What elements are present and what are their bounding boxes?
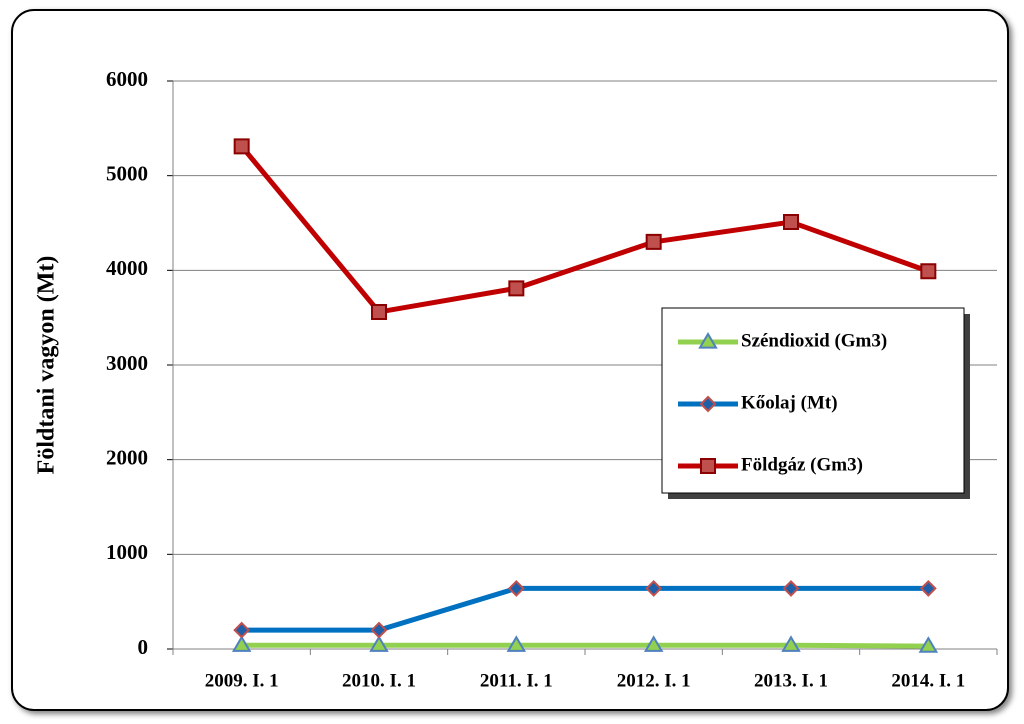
legend-marker <box>700 458 716 474</box>
data-point <box>231 635 252 652</box>
y-tick-label: 3000 <box>106 351 148 375</box>
series-line <box>241 585 929 633</box>
series-line <box>239 144 930 315</box>
y-tick-label: 5000 <box>106 161 148 185</box>
data-point <box>233 138 250 155</box>
series-line <box>241 642 929 649</box>
y-tick-label: 2000 <box>106 445 148 469</box>
y-tick-label: 0 <box>138 635 149 659</box>
legend-label: Széndioxid (Gm3) <box>741 330 887 351</box>
y-tick-label: 1000 <box>106 540 148 564</box>
data-point <box>920 263 937 280</box>
x-tick-label: 2012. I. 1 <box>617 670 691 691</box>
data-point <box>783 214 799 231</box>
data-point <box>370 621 388 639</box>
data-point <box>645 579 663 597</box>
data-point <box>233 621 251 639</box>
legend-label: Földgáz (Gm3) <box>741 454 863 475</box>
y-tick-label: 4000 <box>106 256 148 280</box>
data-point <box>369 635 389 652</box>
data-point <box>919 579 937 597</box>
data-point <box>918 636 939 653</box>
data-point <box>645 233 662 250</box>
data-point <box>643 635 664 652</box>
y-tick-label: 6000 <box>106 67 148 91</box>
legend-marker <box>699 395 717 413</box>
y-axis-title: Földtani vagyon (Mt) <box>34 256 60 475</box>
x-tick-label: 2009. I. 1 <box>205 670 279 691</box>
data-point <box>506 635 527 652</box>
x-tick-label: 2013. I. 1 <box>754 670 828 691</box>
legend-marker <box>698 332 718 349</box>
x-tick-label: 2010. I. 1 <box>342 670 416 691</box>
data-point <box>371 303 387 320</box>
x-tick-label: 2011. I. 1 <box>480 670 553 691</box>
data-point <box>507 579 525 597</box>
data-point <box>782 579 800 597</box>
chart-frame <box>11 9 1009 711</box>
x-tick-label: 2014. I. 1 <box>891 670 965 691</box>
data-point <box>781 635 801 652</box>
legend-label: Kőolaj (Mt) <box>741 392 838 413</box>
data-point <box>508 280 525 297</box>
